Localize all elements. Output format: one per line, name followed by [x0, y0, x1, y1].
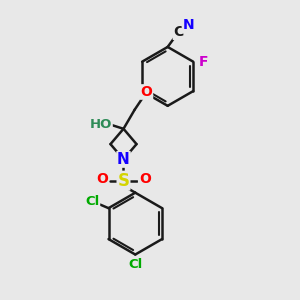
Text: O: O — [139, 172, 151, 186]
Text: O: O — [140, 85, 152, 99]
Text: F: F — [199, 55, 208, 69]
Text: HO: HO — [90, 118, 112, 131]
Text: Cl: Cl — [128, 258, 142, 271]
Text: C: C — [173, 25, 184, 39]
Text: N: N — [182, 19, 194, 32]
Text: S: S — [118, 172, 130, 190]
Text: Cl: Cl — [85, 195, 99, 208]
Text: O: O — [96, 172, 108, 186]
Text: N: N — [117, 152, 130, 167]
